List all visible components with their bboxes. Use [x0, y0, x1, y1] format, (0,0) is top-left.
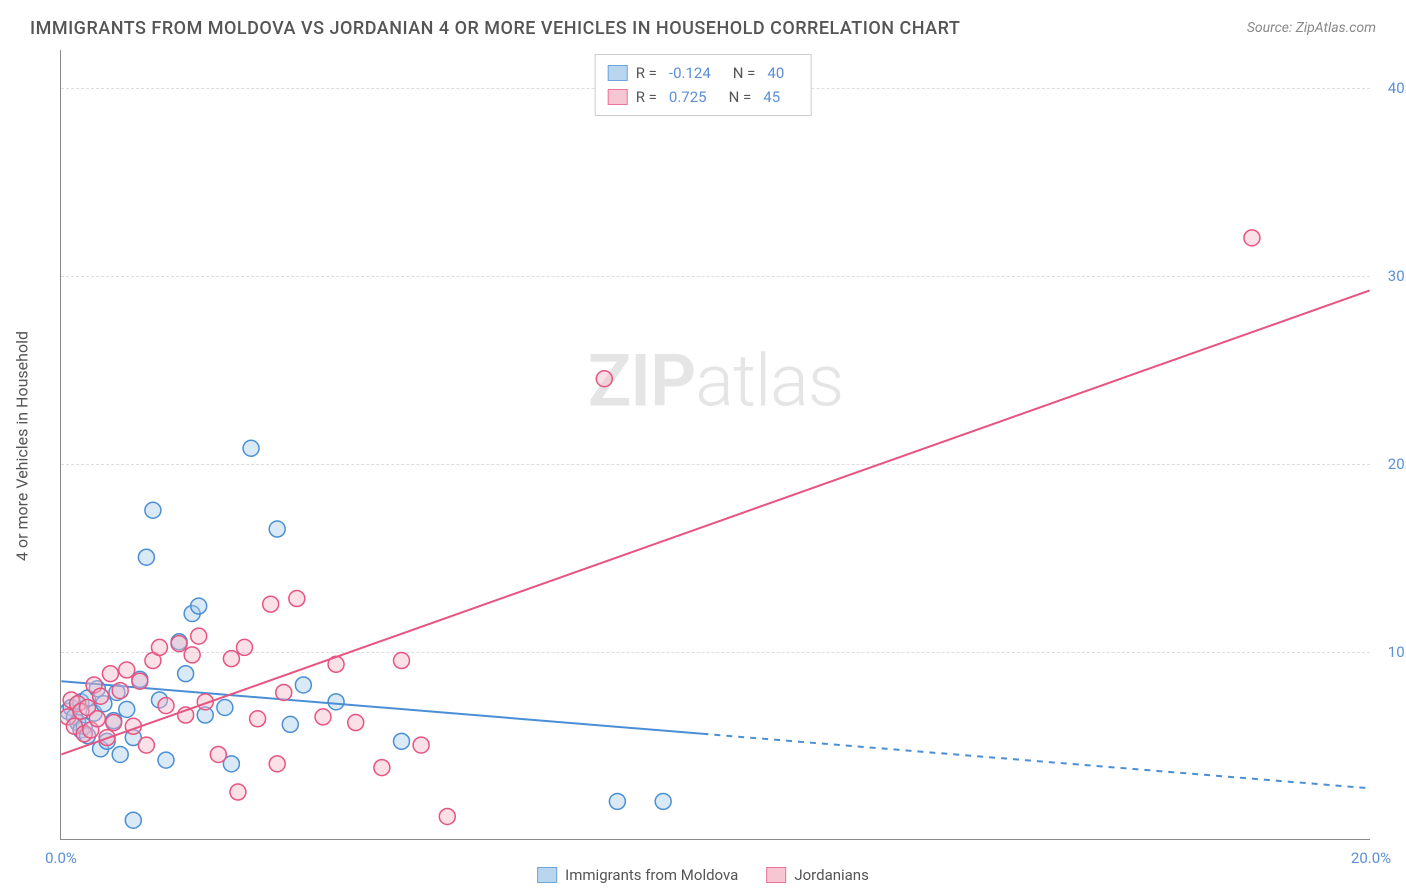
data-point — [93, 688, 109, 704]
legend-r-label: R = — [636, 61, 657, 85]
data-point — [250, 711, 266, 727]
data-point — [230, 784, 246, 800]
data-point — [282, 716, 298, 732]
legend-swatch — [766, 867, 786, 883]
data-point — [89, 711, 105, 727]
legend-r-value: -0.124 — [669, 61, 711, 85]
legend-correlation-box: R = -0.124 N = 40 R = 0.725 N = 45 — [595, 54, 812, 116]
data-point — [158, 698, 174, 714]
legend-swatch — [608, 89, 628, 105]
data-point — [145, 502, 161, 518]
data-point — [1244, 230, 1260, 246]
legend-correlation-row: R = -0.124 N = 40 — [608, 61, 799, 85]
data-point — [269, 756, 285, 772]
legend-n-label: N = — [733, 61, 756, 85]
y-tick-label: 30.0% — [1388, 267, 1406, 285]
data-point — [191, 598, 207, 614]
data-point — [158, 752, 174, 768]
data-point — [125, 812, 141, 828]
data-point — [237, 639, 253, 655]
data-point — [119, 662, 135, 678]
data-point — [178, 666, 194, 682]
data-point — [413, 737, 429, 753]
legend-swatch — [608, 65, 628, 81]
data-point — [223, 651, 239, 667]
legend-series: Immigrants from Moldova Jordanians — [531, 866, 875, 884]
data-point — [276, 684, 292, 700]
data-point — [655, 793, 671, 809]
data-point — [374, 760, 390, 776]
plot-area: ZIPatlas 10.0%20.0%30.0%40.0%0.0%20.0% — [60, 50, 1370, 840]
legend-series-item: Immigrants from Moldova — [537, 866, 738, 884]
y-tick-label: 10.0% — [1388, 643, 1406, 661]
data-point — [184, 647, 200, 663]
data-point — [269, 521, 285, 537]
data-point — [394, 653, 410, 669]
data-point — [609, 793, 625, 809]
legend-n-label: N = — [729, 85, 752, 109]
legend-correlation-row: R = 0.725 N = 45 — [608, 85, 799, 109]
data-point — [217, 700, 233, 716]
data-point — [315, 709, 331, 725]
x-tick-label: 0.0% — [45, 849, 77, 867]
data-point — [263, 596, 279, 612]
source-attribution: Source: ZipAtlas.com — [1247, 20, 1376, 36]
data-point — [328, 694, 344, 710]
data-point — [191, 628, 207, 644]
chart-svg — [61, 50, 1370, 839]
data-point — [132, 673, 148, 689]
y-tick-label: 40.0% — [1388, 79, 1406, 97]
data-point — [138, 737, 154, 753]
data-point — [151, 639, 167, 655]
legend-series-label: Jordanians — [794, 866, 869, 884]
data-point — [210, 746, 226, 762]
data-point — [596, 371, 612, 387]
data-point — [289, 591, 305, 607]
legend-r-label: R = — [636, 85, 657, 109]
data-point — [295, 677, 311, 693]
legend-n-value: 45 — [763, 85, 780, 109]
data-point — [138, 549, 154, 565]
chart-title: IMMIGRANTS FROM MOLDOVA VS JORDANIAN 4 O… — [30, 18, 960, 39]
data-point — [112, 746, 128, 762]
data-point — [106, 715, 122, 731]
data-point — [243, 440, 259, 456]
data-point — [112, 683, 128, 699]
data-point — [394, 733, 410, 749]
trend-line — [61, 290, 1369, 754]
trend-line-extrapolated — [702, 734, 1369, 788]
data-point — [119, 701, 135, 717]
data-point — [171, 636, 187, 652]
data-point — [348, 715, 364, 731]
y-axis-label: 4 or more Vehicles in Household — [13, 331, 32, 561]
legend-swatch — [537, 867, 557, 883]
legend-n-value: 40 — [767, 61, 784, 85]
x-tick-label: 20.0% — [1351, 849, 1391, 867]
legend-r-value: 0.725 — [669, 85, 707, 109]
legend-series-item: Jordanians — [766, 866, 869, 884]
legend-series-label: Immigrants from Moldova — [565, 866, 738, 884]
data-point — [439, 808, 455, 824]
data-point — [102, 666, 118, 682]
y-tick-label: 20.0% — [1388, 455, 1406, 473]
